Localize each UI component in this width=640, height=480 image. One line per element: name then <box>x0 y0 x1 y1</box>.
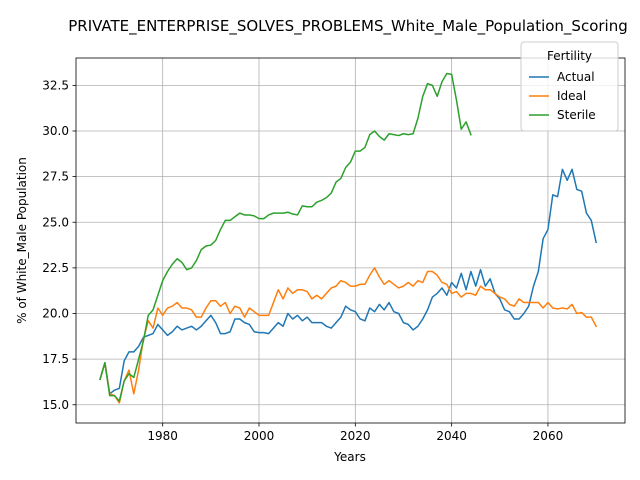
y-tick-label: 22.5 <box>42 261 69 275</box>
legend: Fertility Actual Ideal Sterile <box>521 42 618 131</box>
x-tick-label: 2020 <box>340 429 371 443</box>
y-axis-title: % of White_Male Population <box>15 157 29 324</box>
chart-title: PRIVATE_ENTERPRISE_SOLVES_PROBLEMS_White… <box>68 17 628 36</box>
legend-label-actual: Actual <box>557 70 595 84</box>
x-axis-title: Years <box>333 450 366 464</box>
x-tick-label: 1980 <box>147 429 178 443</box>
y-tick-label: 15.0 <box>42 398 69 412</box>
legend-label-sterile: Sterile <box>557 108 596 122</box>
y-tick-label: 27.5 <box>42 170 69 184</box>
y-tick-label: 30.0 <box>42 124 69 138</box>
x-tick-label: 2060 <box>533 429 564 443</box>
y-tick-label: 25.0 <box>42 215 69 229</box>
legend-label-ideal: Ideal <box>557 89 586 103</box>
y-tick-label: 32.5 <box>42 78 69 92</box>
y-tick-label: 17.5 <box>42 352 69 366</box>
x-tick-label: 2040 <box>436 429 467 443</box>
legend-title: Fertility <box>547 49 592 63</box>
y-tick-label: 20.0 <box>42 307 69 321</box>
x-tick-label: 2000 <box>244 429 275 443</box>
